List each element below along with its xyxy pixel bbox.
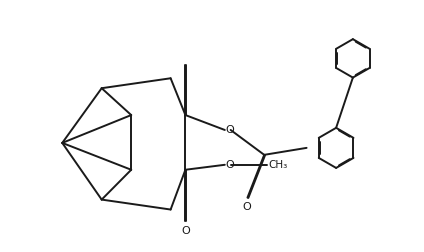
Text: O: O: [181, 226, 190, 236]
Text: CH₃: CH₃: [268, 160, 287, 170]
Text: O: O: [226, 125, 234, 135]
Text: O: O: [242, 202, 251, 212]
Text: O: O: [226, 160, 234, 170]
